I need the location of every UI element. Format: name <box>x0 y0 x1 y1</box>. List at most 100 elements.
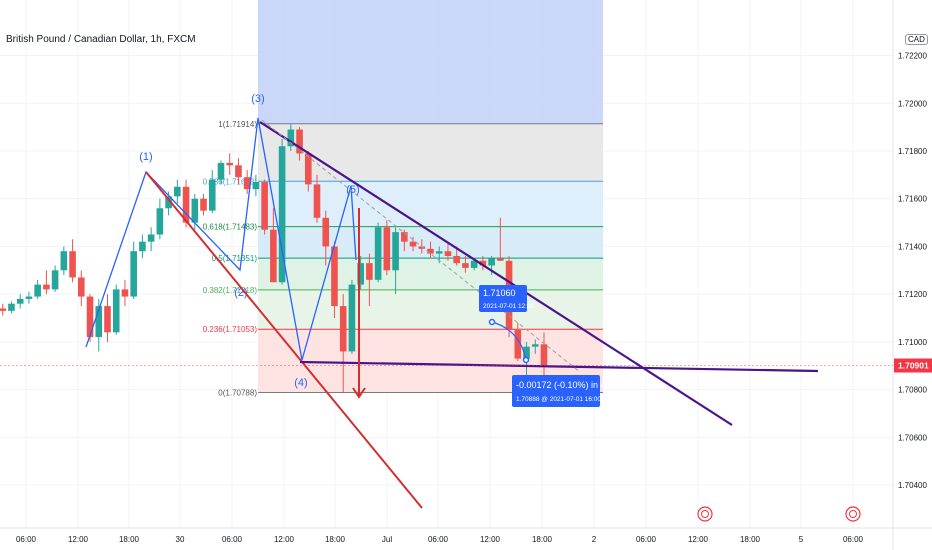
wave-label: (5) <box>346 184 359 196</box>
time-tick-label: 5 <box>799 535 804 544</box>
candle-body <box>444 251 452 256</box>
time-tick-label: 12:00 <box>688 535 709 544</box>
candle-body <box>165 196 172 209</box>
currency-badge[interactable]: CAD <box>905 34 928 45</box>
candle-body <box>479 260 487 266</box>
price-tick-label: 1.71600 <box>898 195 927 204</box>
time-tick-label: 2 <box>592 535 597 544</box>
candle-body <box>51 270 59 290</box>
candle-body <box>200 198 207 211</box>
candle-body <box>112 289 120 333</box>
candle-body <box>147 234 155 242</box>
price-tick-label: 1.70800 <box>898 386 927 395</box>
price-tick-label: 1.71200 <box>898 290 927 299</box>
candle-body <box>60 251 68 271</box>
last-price-badge <box>894 358 932 373</box>
candle-body <box>182 186 190 223</box>
candle-body <box>8 303 15 311</box>
candle-body <box>243 177 251 190</box>
candle-body <box>217 162 225 180</box>
candle-body <box>69 251 76 278</box>
candle-body <box>287 129 295 147</box>
candle-body <box>130 251 137 297</box>
candle-body <box>523 346 530 359</box>
symbol-title: British Pound / Canadian Dollar, 1h, FXC… <box>6 34 196 45</box>
candle-body <box>418 246 426 249</box>
candle-body <box>34 284 41 297</box>
time-tick-label: 06:00 <box>222 535 243 544</box>
candle-body <box>25 296 33 299</box>
candle-body <box>383 227 391 271</box>
fib-level-label: 0(1.70788) <box>218 388 257 397</box>
candle-body <box>401 232 408 242</box>
candle-body <box>313 184 321 218</box>
time-tick-label: Jul <box>382 535 392 544</box>
candle-body <box>453 255 460 264</box>
price-tick-label: 1.71800 <box>898 147 927 156</box>
candle-body <box>252 182 260 190</box>
candle-body <box>540 344 548 366</box>
candle-body <box>497 258 504 261</box>
fib-band <box>258 181 603 227</box>
time-tick-label: 18:00 <box>119 535 140 544</box>
candle-body <box>331 246 338 307</box>
time-tick-label: 06:00 <box>16 535 37 544</box>
price-tick-label: 1.72200 <box>898 52 927 61</box>
forecast-target-price: 1.71060 <box>483 288 516 298</box>
overlay-labels <box>697 506 861 522</box>
forecast-change: -0.00172 (-0.10%) in 4h <box>516 380 611 390</box>
candle-body <box>121 289 129 297</box>
fib-band <box>258 258 603 290</box>
forecast-start-point <box>488 318 496 326</box>
candle-body <box>531 344 539 347</box>
candle-body <box>374 227 382 280</box>
price-tick-label: 1.71400 <box>898 242 927 251</box>
candle-body <box>392 232 399 271</box>
candle-body <box>174 186 181 197</box>
candle-body <box>0 308 7 311</box>
candle-body <box>78 277 85 297</box>
price-tick-label: 1.71000 <box>898 338 927 347</box>
candle-body <box>366 263 373 280</box>
fib-level-label: 0.5(1.71351) <box>212 254 258 263</box>
wave-label: (4) <box>294 377 307 389</box>
time-axis[interactable]: 06:00 12:00 18:00 30 06:00 12:00 18:00 Jul 06:00… <box>0 527 932 544</box>
last-price-text: 1.70901 <box>898 361 929 371</box>
candle-body <box>104 306 111 333</box>
candle-body <box>43 284 50 290</box>
forecast-end: 1.70888 @ 2021-07-01 16:00 <box>516 396 601 403</box>
time-tick-label: 18:00 <box>325 535 346 544</box>
time-tick-label: 12:00 <box>480 535 501 544</box>
candle-body <box>86 296 94 338</box>
forecast-result-box <box>512 375 600 407</box>
time-tick-label: 06:00 <box>636 535 657 544</box>
candle-body <box>226 162 234 166</box>
candle-body <box>16 298 24 304</box>
fib-level-label: 0.236(1.71053) <box>203 325 258 334</box>
candle-body <box>357 263 364 285</box>
candle-body <box>95 306 103 338</box>
forecast-end-point <box>522 356 530 364</box>
time-tick-label: 12:00 <box>68 535 89 544</box>
time-tick-label: 12:00 <box>274 535 295 544</box>
candle-body <box>322 217 330 247</box>
candle-body <box>304 153 312 185</box>
fib-level-label: 1(1.71914) <box>218 120 257 129</box>
price-tick-label: 1.70400 <box>898 481 927 490</box>
candle-body <box>208 179 216 211</box>
candle-body <box>191 198 199 223</box>
fib-band <box>258 123 603 182</box>
forecast-target-time: 2021-07-01 12:00 <box>483 303 535 310</box>
candle-body <box>139 241 146 252</box>
purple-support-line <box>299 360 819 373</box>
candle-body <box>488 258 495 266</box>
candle-body <box>296 129 303 154</box>
candle-body <box>348 284 356 352</box>
trend-drawings[interactable]: (1) (2) (3) (4) (5) 1.71060 2021-07-01 12:00 -0… <box>85 93 819 509</box>
candle-body <box>435 251 443 254</box>
price-tick-label: 1.70600 <box>898 433 927 442</box>
forecast-target-box <box>479 285 527 312</box>
candle-body <box>462 263 469 268</box>
